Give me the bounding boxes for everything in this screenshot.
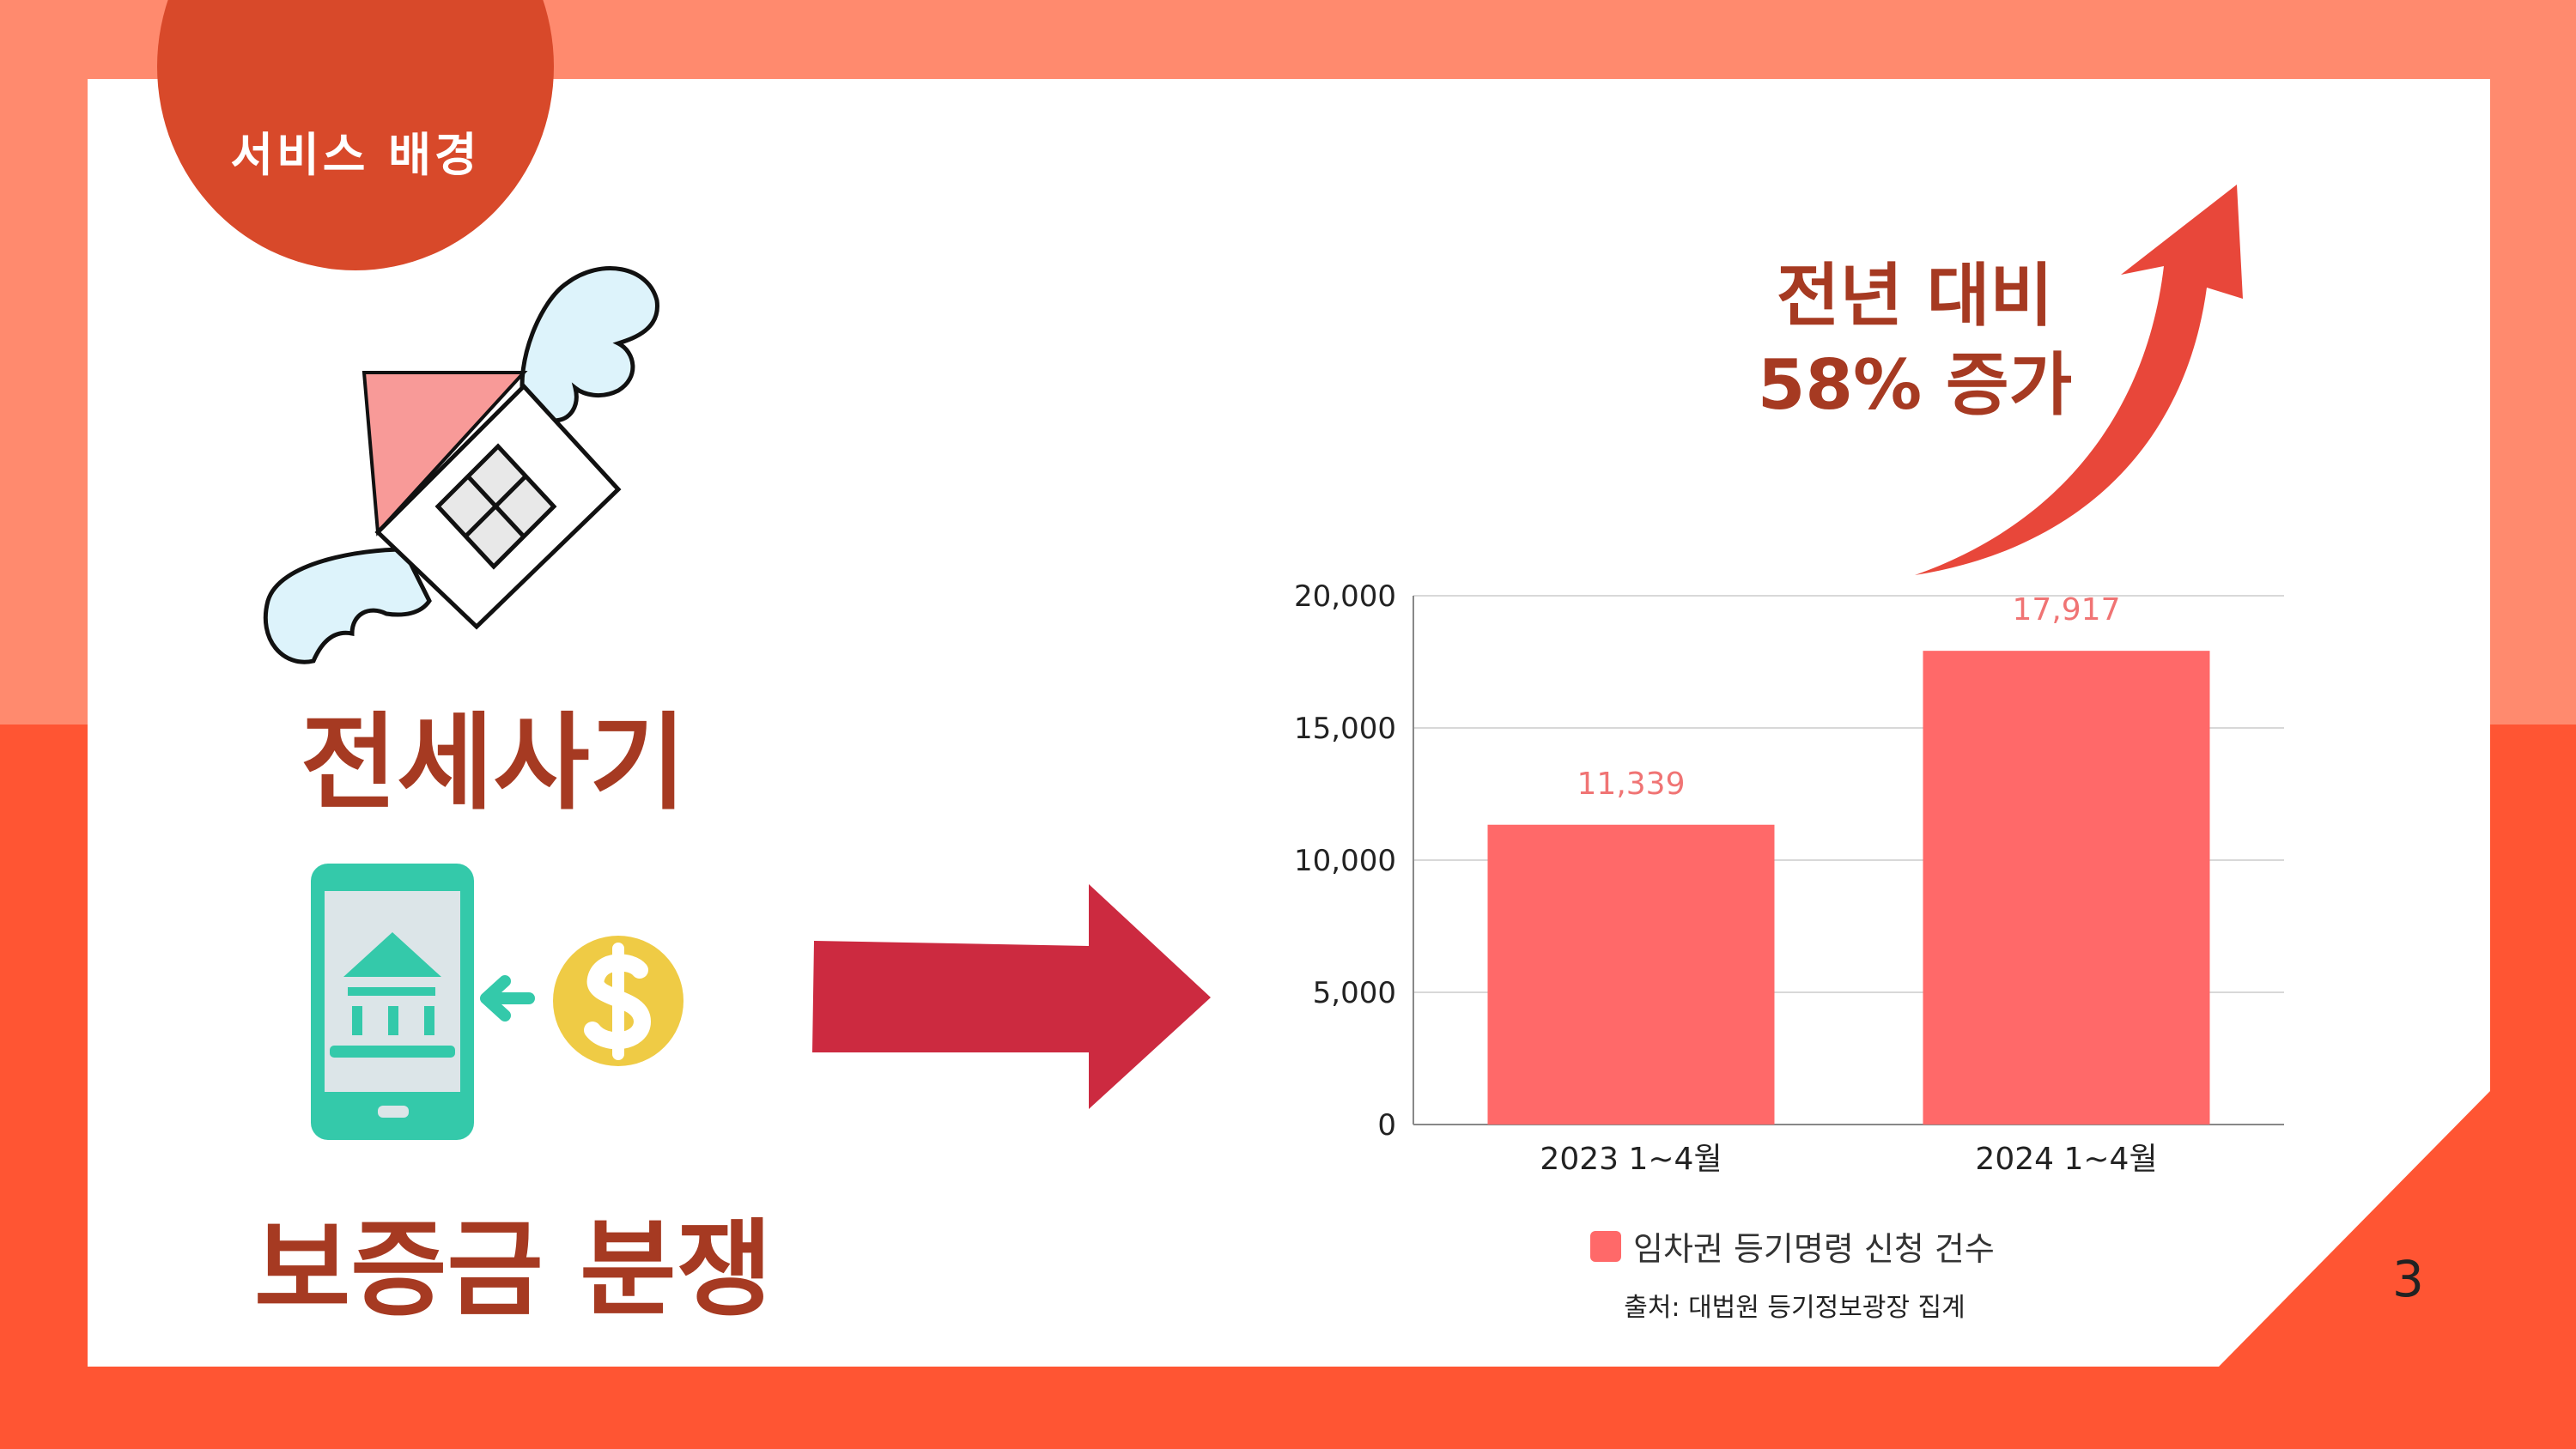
section-tag: 서비스 배경 [230,128,481,182]
y-tick-label: 5,000 [1313,976,1396,1010]
right-arrow-icon [812,884,1211,1109]
page-number: 3 [2392,1250,2424,1308]
data-label: 11,339 [1577,767,1686,802]
fraud-label: 전세사기 [301,702,686,824]
up-trend-arrow-icon [1915,185,2243,575]
mobile-bank-icon [311,864,535,1140]
legend-swatch [1590,1230,1621,1262]
y-tick-label: 20,000 [1294,579,1396,614]
data-label: 17,917 [2013,592,2121,627]
dollar-coin-icon [553,936,683,1066]
y-tick-label: 15,000 [1294,712,1396,746]
y-tick-label: 10,000 [1294,844,1396,878]
legend-label: 임차권 등기명령 신청 건수 [1633,1230,1995,1268]
y-tick-label: 0 [1377,1108,1396,1143]
x-tick-label: 2023 1~4월 [1540,1142,1722,1177]
increase-note-line2: 58% 증가 [1757,345,2073,425]
dispute-label: 보증금 분쟁 [254,1209,773,1331]
chart-legend: 임차권 등기명령 신청 건수 [1590,1222,1995,1270]
chart-source: 출처: 대법원 등기정보광장 집계 [1624,1293,1965,1323]
bar [1487,824,1775,1125]
increase-note: 전년 대비 58% 증가 [1717,252,2112,430]
x-tick-label: 2024 1~4월 [1975,1142,2157,1177]
bar [1923,651,2210,1125]
flying-house-icon [263,266,659,664]
increase-note-line1: 전년 대비 [1776,256,2054,336]
